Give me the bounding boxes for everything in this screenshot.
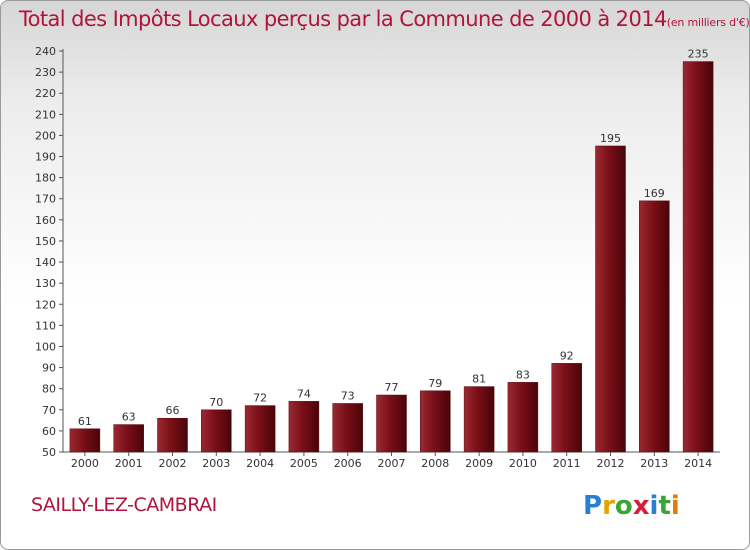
y-tick-label: 180	[35, 172, 56, 185]
x-tick-label: 2005	[290, 457, 318, 470]
y-tick-label: 80	[42, 383, 56, 396]
y-tick-label: 100	[35, 340, 56, 353]
bar-value-label: 73	[341, 389, 355, 402]
y-tick-label: 230	[35, 66, 56, 79]
bar	[463, 386, 495, 453]
bar	[113, 424, 144, 453]
bar-value-label: 77	[385, 381, 399, 394]
bar-value-label: 83	[516, 368, 530, 381]
y-tick-label: 110	[35, 319, 56, 332]
bar	[157, 417, 188, 453]
bar	[420, 390, 451, 453]
bar	[639, 200, 670, 453]
bar	[595, 145, 626, 453]
x-tick-label: 2006	[334, 457, 362, 470]
x-tick-label: 2013	[640, 457, 668, 470]
x-tick-label: 2001	[115, 457, 143, 470]
chart-title: Total des Impôts Locaux perçus par la Co…	[19, 7, 750, 31]
x-tick-label: 2007	[378, 457, 406, 470]
logo-letter: r	[602, 491, 615, 521]
bar	[69, 428, 101, 453]
bar	[244, 405, 276, 453]
y-tick-label: 50	[42, 446, 56, 459]
y-tick-label: 120	[35, 298, 56, 311]
bar-value-label: 92	[560, 349, 574, 362]
bar-value-label: 81	[472, 373, 486, 386]
x-tick-label: 2008	[421, 457, 449, 470]
bar	[376, 394, 407, 453]
x-tick-label: 2009	[465, 457, 493, 470]
x-tick-label: 2002	[159, 457, 187, 470]
chart-title-text: Total des Impôts Locaux perçus par la Co…	[19, 7, 667, 31]
proxiti-logo: Proxiti	[583, 491, 680, 521]
y-tick-label: 60	[42, 425, 56, 438]
y-tick-label: 140	[35, 256, 56, 269]
y-tick-label: 240	[35, 45, 56, 58]
y-tick-label: 200	[35, 129, 56, 142]
y-tick-label: 170	[35, 193, 56, 206]
x-tick-label: 2003	[202, 457, 230, 470]
x-tick-label: 2010	[509, 457, 537, 470]
bar	[551, 363, 582, 453]
bar-value-label: 169	[644, 187, 665, 200]
bar-value-label: 79	[428, 377, 442, 390]
x-tick-label: 2011	[553, 457, 581, 470]
y-tick-label: 150	[35, 235, 56, 248]
bar-value-label: 66	[166, 404, 180, 417]
bar	[332, 403, 363, 453]
bar-value-label: 72	[253, 392, 267, 405]
bar-value-label: 70	[209, 396, 223, 409]
y-tick-label: 190	[35, 151, 56, 164]
x-tick-label: 2004	[246, 457, 274, 470]
x-tick-label: 2000	[71, 457, 99, 470]
commune-name: SAILLY-LEZ-CAMBRAI	[31, 494, 217, 516]
logo-letter: P	[583, 491, 603, 521]
x-tick-label: 2014	[684, 457, 712, 470]
bar-value-label: 61	[78, 415, 92, 428]
bar-value-label: 63	[122, 411, 136, 424]
x-tick-label: 2012	[597, 457, 625, 470]
logo-letter: x	[632, 491, 650, 521]
y-tick-label: 70	[42, 404, 56, 417]
y-tick-label: 210	[35, 108, 56, 121]
y-tick-label: 90	[42, 362, 56, 375]
logo-letter: t	[658, 491, 671, 521]
bar	[507, 382, 539, 453]
logo-letter: i	[670, 491, 680, 521]
y-tick-label: 160	[35, 214, 56, 227]
bar	[201, 409, 232, 453]
chart-unit-text: (en milliers d'€)	[666, 16, 750, 29]
y-tick-label: 220	[35, 87, 56, 100]
y-tick-label: 130	[35, 277, 56, 290]
bar-value-label: 74	[297, 387, 311, 400]
bar	[288, 401, 320, 453]
bar	[682, 61, 714, 453]
bar-value-label: 235	[688, 48, 709, 61]
logo-letter: o	[614, 491, 633, 521]
bar-value-label: 195	[600, 132, 621, 145]
logo-letter: i	[649, 491, 659, 521]
